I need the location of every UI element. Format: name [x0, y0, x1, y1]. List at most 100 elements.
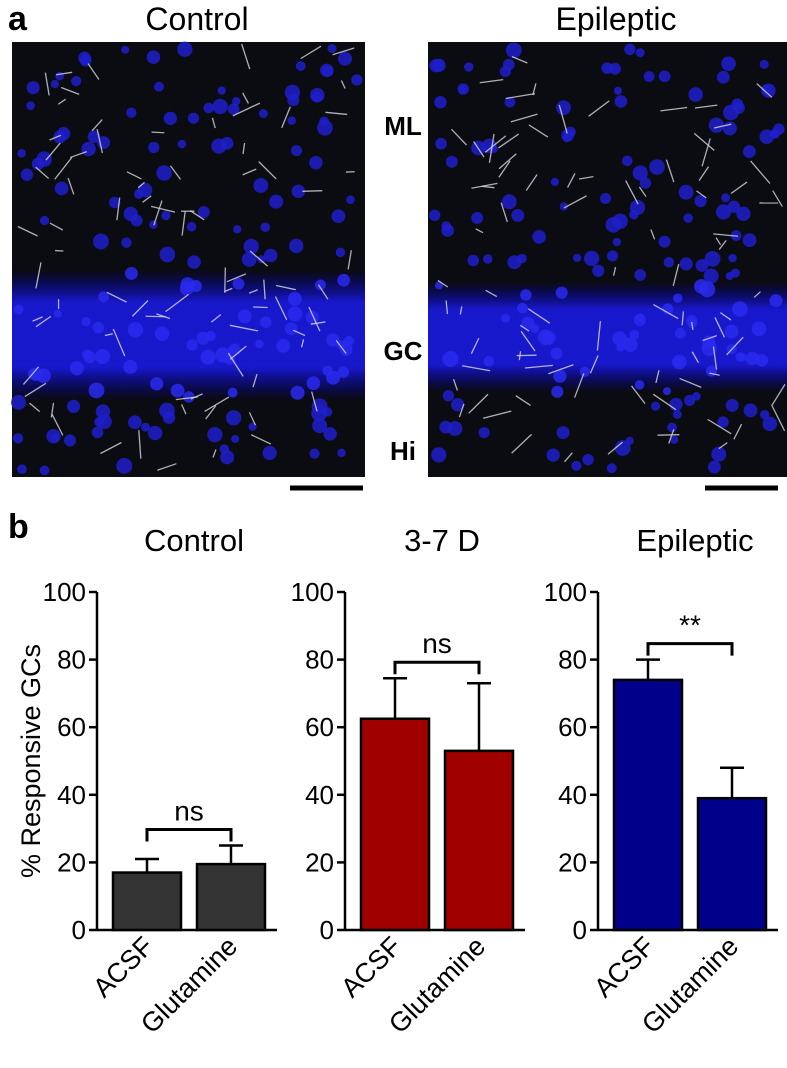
astrocyte-process [468, 393, 489, 414]
nucleus [54, 181, 69, 196]
astrocyte-process [718, 239, 727, 250]
nucleus [187, 255, 201, 269]
astrocyte-process [60, 86, 80, 96]
significance-label: ** [679, 610, 701, 641]
astrocyte-process [596, 321, 602, 351]
significance-bracket [145, 828, 233, 842]
nucleus [725, 398, 739, 412]
astrocyte-process [753, 291, 761, 298]
nucleus [483, 254, 493, 264]
astrocyte-process [204, 396, 230, 413]
astrocyte-process [242, 142, 246, 155]
nucleus [320, 63, 334, 78]
astrocyte-process [24, 382, 47, 398]
astrocyte-process [311, 391, 318, 412]
nucleus [17, 148, 26, 158]
astrocyte-process [253, 306, 268, 309]
astrocyte-process [242, 168, 257, 176]
nucleus [116, 457, 133, 474]
nucleus [127, 322, 144, 338]
nucleus [673, 293, 683, 303]
nucleus [92, 321, 105, 334]
nucleus [546, 448, 560, 462]
astrocyte-process [274, 296, 288, 321]
astrocyte-process [57, 98, 67, 105]
nucleus [738, 353, 747, 362]
nucleus [556, 100, 571, 116]
nucleus [722, 121, 737, 136]
astrocyte-process [151, 131, 165, 134]
nucleus [128, 415, 142, 430]
nucleus [315, 279, 326, 291]
nucleus [13, 304, 24, 315]
astrocyte-process [310, 321, 326, 325]
nucleus [760, 410, 770, 420]
nucleus [309, 155, 323, 170]
nucleus [601, 62, 614, 75]
nucleus [227, 387, 238, 398]
nucleus [607, 250, 619, 262]
nucleus [20, 168, 34, 181]
astrocyte-process [528, 124, 549, 138]
nucleus [612, 213, 628, 229]
nucleus [225, 410, 242, 426]
nucleus [635, 48, 645, 58]
nucleus [582, 453, 594, 466]
nucleus [761, 83, 776, 98]
panel-label: a [8, 0, 28, 38]
nucleus [672, 354, 687, 370]
nucleus [269, 194, 284, 209]
nucleus [579, 366, 591, 377]
astrocyte-process [300, 339, 305, 348]
panel-label: b [8, 508, 29, 546]
y-tick-label: 80 [305, 645, 334, 675]
nucleus [207, 427, 223, 443]
nucleus [445, 155, 458, 168]
bar [696, 796, 768, 932]
nucleus [431, 447, 447, 463]
astrocyte-process [22, 366, 40, 385]
nucleus [124, 266, 138, 280]
astrocyte-process [518, 351, 522, 361]
nucleus [53, 130, 67, 144]
significance-bracket [646, 642, 734, 656]
nucleus [241, 251, 257, 267]
astrocyte-process [169, 165, 182, 180]
nucleus [537, 329, 554, 346]
y-tick-label: 60 [305, 712, 334, 742]
nucleus [532, 230, 546, 244]
astrocyte-process [437, 279, 449, 288]
astrocyte-process [672, 264, 680, 287]
nucleus [26, 101, 35, 110]
astrocyte-process [241, 43, 251, 70]
astrocyte-process [498, 160, 511, 178]
astrocyte-process [471, 182, 498, 189]
nucleus [517, 302, 528, 314]
nucleus [667, 422, 677, 433]
nucleus [727, 200, 741, 213]
astrocyte-process [49, 134, 62, 141]
nucleus [205, 330, 216, 342]
layer-label: Hi [390, 436, 416, 466]
astrocyte-process [211, 117, 216, 129]
astrocyte-process [726, 336, 744, 356]
astrocyte-process [679, 377, 702, 388]
nucleus [675, 327, 686, 339]
astrocyte-process [100, 441, 122, 455]
astrocyte-process [96, 128, 104, 154]
y-tick-label: 20 [305, 847, 334, 877]
astrocyte-process [181, 404, 187, 415]
significance-bracket [393, 660, 481, 675]
astrocyte-process [275, 284, 296, 291]
astrocyte-process [190, 393, 203, 400]
nucleus [450, 398, 465, 412]
astrocyte-process [232, 102, 261, 117]
y-tick-label: 60 [558, 712, 587, 742]
astrocyte-process [655, 370, 660, 384]
astrocyte-process [578, 175, 594, 180]
astrocyte-process [67, 177, 75, 195]
nucleus [716, 70, 730, 84]
nucleus [614, 440, 631, 456]
nucleus [564, 126, 576, 138]
astrocyte-process [733, 423, 743, 440]
